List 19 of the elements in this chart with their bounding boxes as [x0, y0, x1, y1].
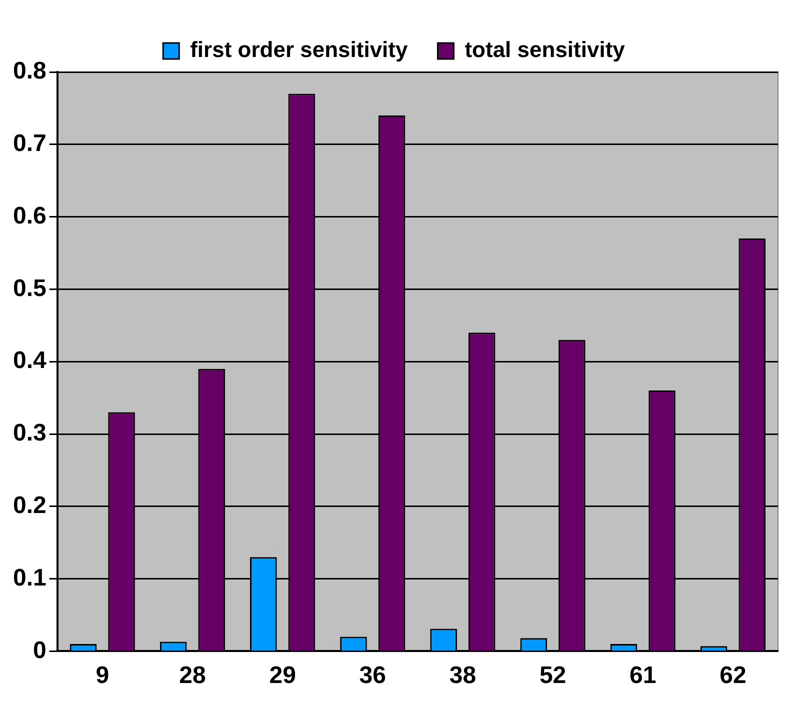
y-tick-label: 0 [33, 636, 46, 664]
x-tick-label: 9 [96, 662, 110, 690]
y-tick-label: 0.8 [12, 58, 46, 85]
x-tick-label: 61 [630, 662, 656, 690]
legend-label: first order sensitivity [190, 37, 408, 62]
y-tick-label: 0.4 [12, 347, 48, 374]
x-tick-label: 29 [269, 662, 296, 690]
legend-label: total sensitivity [464, 37, 626, 62]
y-tick-label: 0.7 [12, 130, 46, 158]
x-tick-label: 52 [539, 662, 566, 690]
x-tick-label: 28 [179, 662, 206, 690]
y-tick-label: 0.3 [12, 420, 46, 447]
x-tick-label: 36 [359, 662, 386, 690]
x-tick-label: 38 [449, 662, 476, 690]
y-tick-label: 0.5 [12, 274, 46, 302]
x-tick-label: 62 [720, 662, 746, 690]
y-tick-label: 0.1 [12, 564, 46, 592]
y-tick-label: 0.2 [12, 492, 46, 520]
y-tick-label: 0.6 [12, 202, 46, 230]
